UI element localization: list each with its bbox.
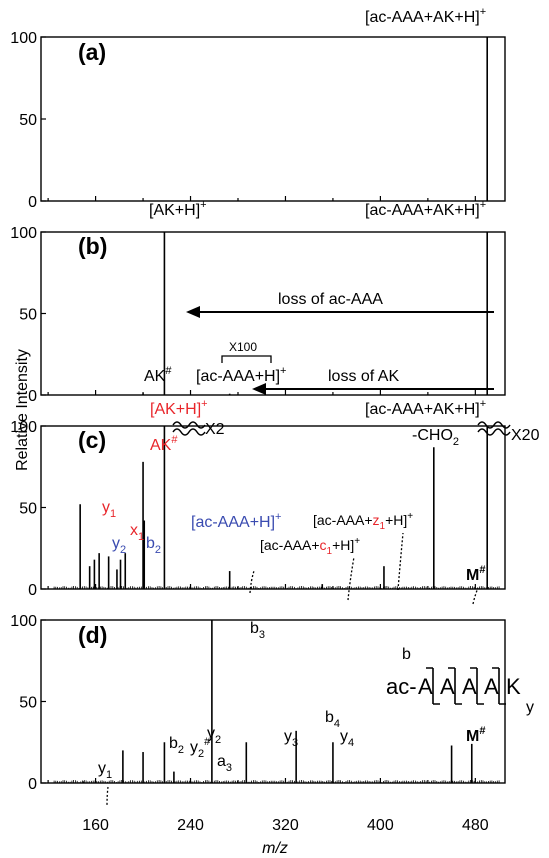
y-tick-label: 50 [19, 112, 37, 129]
x-tick-label: 320 [272, 817, 299, 834]
label-d-y2: y2 [207, 725, 221, 746]
label-d-b3: b3 [250, 620, 265, 641]
x-axis-title: m/z [262, 840, 288, 857]
label-b-parent-ion: [ac-AAA+AK+H]+ [365, 199, 486, 219]
y-tick-label: 50 [19, 307, 37, 324]
panel-frame-a [40, 36, 506, 202]
arrow-head-loss-ak [252, 383, 266, 395]
label-c-ac-aaa-ion: [ac-AAA+H]+ [191, 511, 281, 531]
sequence-residue-1: A [418, 674, 433, 699]
sequence-residue-5: K [506, 674, 521, 699]
label-a-parent-ion: [ac-AAA+AK+H]+ [365, 6, 486, 26]
label-d-m-hash: M# [466, 725, 485, 745]
label-b-ak-hash: AK# [144, 365, 172, 385]
sequence-b-label: b [402, 646, 411, 663]
y-tick-label: 0 [28, 582, 37, 599]
y-tick-label: 100 [10, 30, 37, 47]
label-c-x2: X2 [205, 421, 225, 438]
y-tick-label: 0 [28, 194, 37, 211]
panel-label-b: (b) [78, 233, 107, 259]
label-c-x20: X20 [511, 427, 540, 444]
label-c-ak-ion: [AK+H]+ [150, 398, 208, 418]
sequence-y-label: y [526, 699, 534, 716]
cleavage-lines [432, 668, 500, 704]
label-d-y4: y4 [340, 728, 354, 749]
y-axis-title: Relative Intensity [14, 349, 31, 471]
label-c-m-hash: M# [466, 564, 485, 584]
x-tick-label: 480 [462, 817, 489, 834]
sequence-residue-4: A [484, 674, 499, 699]
label-c-c1-ion: [ac-AAA+c1+H]+ [260, 536, 360, 557]
x100-bracket [221, 355, 272, 363]
label-c-y2: y2 [112, 535, 126, 556]
label-d-y3: y3 [284, 728, 298, 749]
x-tick-label: 240 [177, 817, 204, 834]
label-c-b2: b2 [146, 535, 161, 556]
panel-frame-d [40, 619, 506, 784]
y-tick-label: 50 [19, 695, 37, 712]
arrow-head-loss-ac-aaa [186, 306, 200, 318]
y-tick-label: 100 [10, 613, 37, 630]
baseline-noise [53, 586, 500, 589]
panel-label-d: (d) [78, 622, 107, 648]
y-tick-label: 100 [10, 225, 37, 242]
y-tick-label: 0 [28, 388, 37, 405]
y-tick-label: 0 [28, 776, 37, 793]
label-d-b4: b4 [325, 709, 340, 730]
label-c-ak-hash: AK# [150, 434, 178, 454]
label-d-a3: a3 [217, 753, 232, 774]
x-tick-label: 160 [82, 817, 109, 834]
label-c-parent-ion: [ac-AAA+AK+H]+ [365, 398, 486, 418]
y-tick-label: 100 [10, 419, 37, 436]
panel-label-a: (a) [78, 39, 106, 65]
label-d-b2: b2 [169, 735, 184, 756]
label-d-y1: y1 [98, 760, 112, 781]
leader-c-c1 [347, 556, 355, 601]
label-b-ac-aaa-ion: [ac-AAA+H]+ [196, 365, 286, 385]
sequence-diagram: b ac- A A A A K y [386, 646, 534, 716]
leader-c-z1 [397, 532, 404, 591]
label-b-loss-ac-aaa: loss of ac-AAA [278, 291, 383, 308]
leader-c-m-hash [472, 587, 479, 605]
sequence-residue-3: A [462, 674, 477, 699]
break-mark-x2 [172, 421, 206, 436]
label-b-ak-ion: [AK+H]+ [149, 199, 207, 219]
y-tick-label: 50 [19, 501, 37, 518]
label-c-x1: x1 [130, 522, 144, 543]
leader-c-ac-aaa [249, 570, 255, 594]
label-c-y1: y1 [102, 499, 116, 520]
panel-label-c: (c) [78, 427, 106, 453]
label-b-loss-ak: loss of AK [328, 368, 399, 385]
x-tick-label: 400 [367, 817, 394, 834]
break-mark-x20 [477, 421, 511, 436]
label-d-y2-hash: y2# [190, 736, 211, 760]
sequence-prefix: ac- [386, 674, 417, 699]
leader-d-y1 [106, 786, 109, 807]
label-b-x100: X100 [229, 340, 257, 354]
label-c-cho2: -CHO2 [412, 427, 459, 448]
label-c-z1-ion: [ac-AAA+z1+H]+ [313, 511, 413, 532]
sequence-residue-2: A [440, 674, 455, 699]
